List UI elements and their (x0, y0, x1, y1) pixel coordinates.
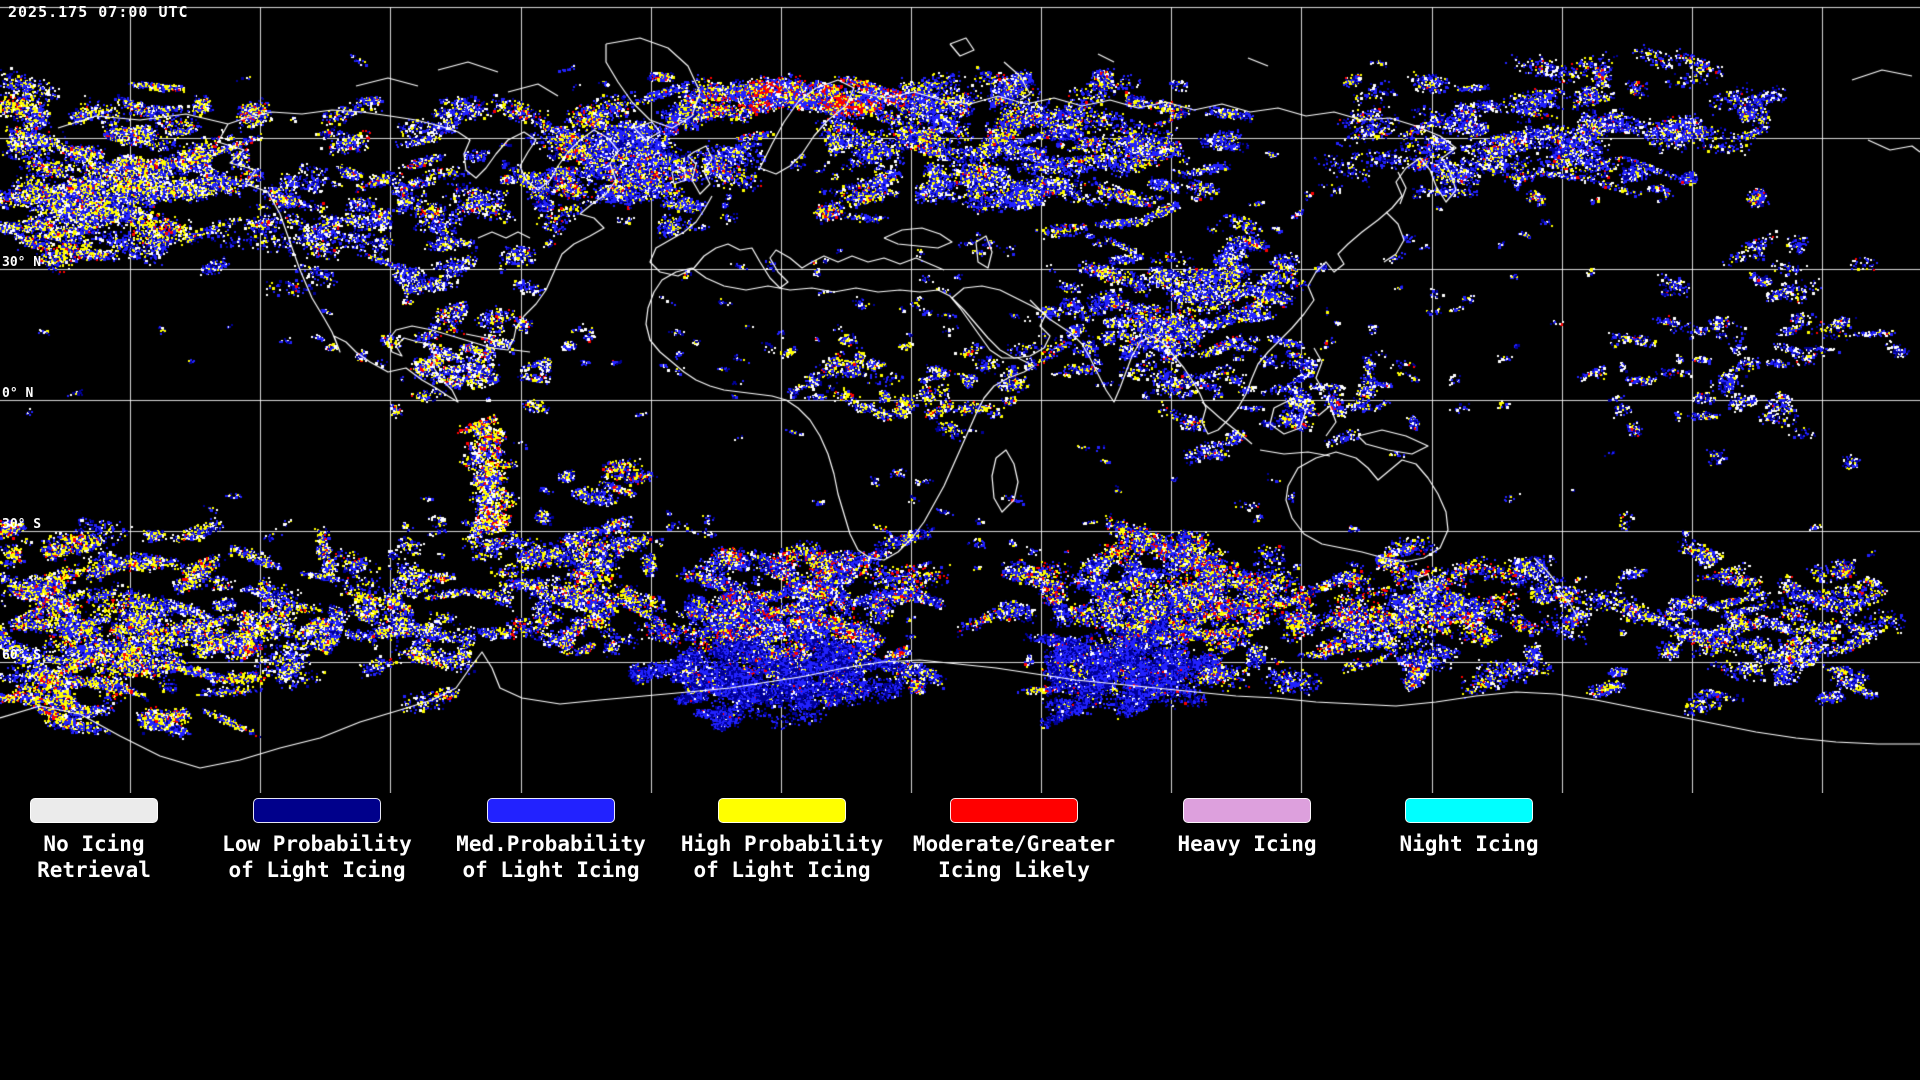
legend-label: Low Probability (222, 832, 412, 856)
legend-swatch-high-probability (718, 798, 846, 823)
legend-item-moderate-greater: Moderate/Greater Icing Likely (899, 798, 1129, 883)
legend-label: of Light Icing (693, 858, 871, 882)
icing-map-canvas (0, 0, 1920, 793)
legend-label: Moderate/Greater (912, 832, 1116, 856)
legend-item-med-probability: Med.Probability of Light Icing (436, 798, 666, 883)
legend-item-low-probability: Low Probability of Light Icing (202, 798, 432, 883)
legend-swatch-heavy-icing (1183, 798, 1311, 823)
legend-label: Med.Probability (456, 832, 646, 856)
timestamp: 2025.175 07:00 UTC (8, 3, 189, 21)
legend-label: of Light Icing (462, 858, 640, 882)
legend-swatch-moderate-greater (950, 798, 1078, 823)
legend-label: Retrieval (37, 858, 151, 882)
legend-swatch-med-probability (487, 798, 615, 823)
legend-label: Heavy Icing (1177, 832, 1317, 856)
legend-label: High Probability (680, 832, 884, 856)
lat-label-30s: 30° S (2, 517, 42, 532)
legend-item-no-icing-retrieval: No Icing Retrieval (0, 798, 209, 883)
legend-swatch-night-icing (1405, 798, 1533, 823)
legend-label: Icing Likely (938, 858, 1090, 882)
legend-label: No Icing (43, 832, 145, 856)
legend-item-high-probability: High Probability of Light Icing (667, 798, 897, 883)
legend-label: Night Icing (1399, 832, 1539, 856)
legend-swatch-no-icing (30, 798, 158, 823)
legend-item-heavy-icing: Heavy Icing (1132, 798, 1362, 857)
lat-label-0n: 0° N (2, 386, 34, 401)
lat-label-30n: 30° N (2, 255, 42, 270)
legend-swatch-low-probability (253, 798, 381, 823)
legend-label: of Light Icing (228, 858, 406, 882)
legend: No Icing Retrieval Low Probability of Li… (0, 793, 1920, 1080)
lat-label-60s: 60° S (2, 648, 42, 663)
legend-item-night-icing: Night Icing (1354, 798, 1584, 857)
